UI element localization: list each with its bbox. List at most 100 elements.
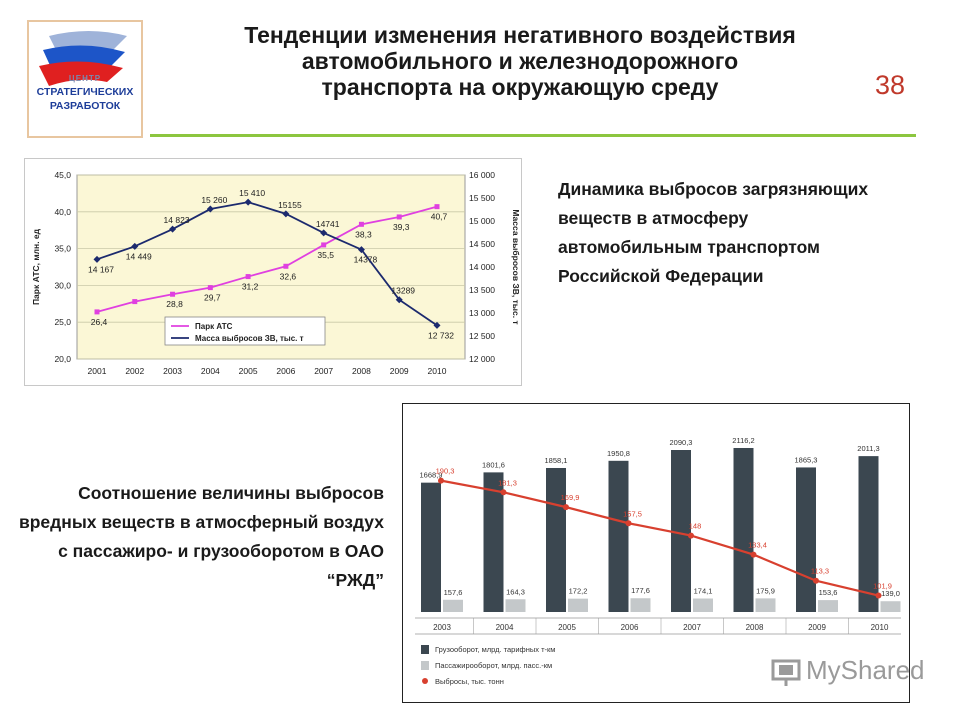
x-tick-label: 2006 (621, 623, 639, 632)
x-tick-label: 2010 (428, 366, 447, 376)
auto-emissions-data-label: 14378 (354, 255, 378, 265)
park-ats-point (283, 263, 289, 269)
auto-emissions-point (395, 296, 403, 304)
rail-emissions-data-label: 148 (689, 522, 702, 531)
rail-emissions-point (438, 477, 444, 484)
park-ats-point (321, 242, 327, 248)
legend-label: Пассажирооборот, млрд. пасс.-км (435, 661, 552, 670)
y-tick-label: 25,0 (54, 317, 71, 327)
rail-emissions-point (813, 577, 819, 584)
x-tick-label: 2005 (558, 623, 576, 632)
presentation-icon (771, 659, 801, 686)
y2-tick-label: 13 000 (469, 308, 495, 318)
legend-swatch (421, 661, 429, 670)
auto-emissions-svg: 20,0 25,0 30,0 35,0 40,0 45,0 12 000 12 500 13 0… (31, 170, 521, 376)
y-tick-label: 45,0 (54, 170, 71, 180)
passenger-bar (880, 601, 901, 612)
legend-label: Грузооборот, млрд. тарифных т-км (435, 645, 555, 654)
y2-tick-label: 15 500 (469, 193, 495, 203)
freight-data-label: 2090,3 (670, 438, 693, 447)
x-tick-label: 2003 (433, 623, 451, 632)
x-tick-label: 2005 (239, 366, 258, 376)
x-tick-label: 2004 (201, 366, 220, 376)
rail-emissions-point (625, 520, 632, 527)
legend-park-ats-label: Парк АТС (195, 322, 233, 331)
freight-bar (858, 456, 879, 612)
freight-bar (733, 447, 754, 612)
park-ats-point (207, 285, 213, 291)
auto-emissions-point (282, 210, 290, 218)
y2-tick-label: 12 000 (469, 354, 495, 364)
passenger-bar (443, 599, 463, 612)
passenger-data-label: 177,6 (631, 586, 650, 595)
park-ats-data-label: 39,3 (393, 222, 410, 232)
freight-bar (483, 472, 504, 612)
auto-emissions-line (96, 201, 438, 327)
freight-data-label: 1801,6 (482, 460, 505, 469)
title-line-2: автомобильного и железнодорожного (301, 48, 739, 74)
x-tick-label: 2004 (496, 623, 514, 632)
park-ats-point (358, 221, 364, 227)
freight-bar (671, 450, 691, 612)
rail-emissions-point (688, 532, 694, 539)
legend-box (164, 316, 326, 346)
auto-emissions-data-label: 12 732 (428, 330, 454, 340)
logo: ЦЕНТР СТРАТЕГИЧЕСКИХ РАЗРАБОТОК (27, 20, 143, 138)
rail-emissions-point (563, 504, 569, 511)
auto-emissions-point (433, 321, 441, 329)
rail-emissions-line (440, 479, 879, 597)
legend-swatch (422, 678, 428, 684)
passenger-data-label: 175,9 (756, 586, 775, 595)
logo-line-2: СТРАТЕГИЧЕСКИХ (36, 86, 134, 98)
passenger-bar (568, 598, 588, 612)
park-ats-point (434, 204, 440, 210)
passenger-data-label: 157,6 (444, 588, 463, 597)
freight-data-label: 1668,9 (420, 471, 443, 480)
rail-emissions-data-label: 113,3 (811, 567, 829, 576)
rail-emissions-data-label: 157,5 (623, 509, 642, 518)
park-ats-line (96, 205, 438, 313)
auto-emissions-caption: Динамика выбросов загрязняющих веществ в… (558, 179, 869, 286)
y-tick-label: 35,0 (54, 244, 71, 254)
rail-emissions-point (750, 551, 757, 558)
title-line-1: Тенденции изменения негативного воздейст… (244, 22, 796, 48)
rail-emissions-data-label: 181,3 (498, 478, 517, 487)
legend-emissions-label: Масса выбросов ЗВ, тыс. т (195, 334, 304, 343)
auto-emissions-chart: 20,0 25,0 30,0 35,0 40,0 45,0 12 000 12 500 13 0… (24, 158, 522, 386)
auto-emissions-data-label: 15 410 (239, 188, 265, 198)
freight-data-label: 2116,2 (732, 436, 754, 445)
passenger-data-label: 139,0 (881, 589, 900, 598)
watermark: MyShared (770, 655, 925, 689)
park-ats-point (396, 214, 402, 220)
y2-tick-label: 14 500 (469, 239, 495, 249)
auto-emissions-point (206, 205, 214, 213)
freight-bar (608, 460, 629, 612)
flag-logo-icon (39, 31, 127, 86)
y2-tick-label: 15 000 (469, 216, 495, 226)
auto-emissions-data-label: 15 260 (201, 195, 227, 205)
auto-emissions-data-label: 14 167 (88, 264, 114, 274)
x-tick-label: 2008 (352, 366, 371, 376)
y-axis-label: Парк АТС, млн. ед (31, 228, 41, 305)
rail-emissions-caption: Соотношение величины выбросов вредных ве… (18, 483, 384, 590)
park-ats-data-label: 26,4 (91, 317, 108, 327)
x-tick-label: 2010 (871, 623, 889, 632)
logo-line-1: ЦЕНТР (68, 74, 102, 83)
passenger-data-label: 174,1 (694, 587, 713, 596)
rail-emissions-svg: 1668,9 157,6 2003 1801,6 164,3 2004 1858,1 172,… (415, 436, 901, 686)
park-ats-data-label: 31,2 (242, 282, 259, 292)
x-tick-label: 2008 (746, 623, 764, 632)
x-tick-label: 2007 (314, 366, 333, 376)
auto-emissions-point (357, 246, 365, 254)
rail-emissions-point (500, 489, 507, 496)
park-ats-data-label: 32,6 (280, 271, 297, 281)
rail-emissions-point (875, 592, 882, 599)
park-ats-data-label: 38,3 (355, 229, 372, 239)
x-tick-label: 2002 (125, 366, 144, 376)
passenger-data-label: 164,3 (506, 587, 525, 596)
auto-emissions-data-label: 14 449 (126, 251, 152, 261)
park-ats-point (94, 309, 100, 315)
header-divider (150, 134, 916, 137)
park-ats-point (170, 291, 176, 297)
auto-emissions-point (131, 242, 139, 250)
